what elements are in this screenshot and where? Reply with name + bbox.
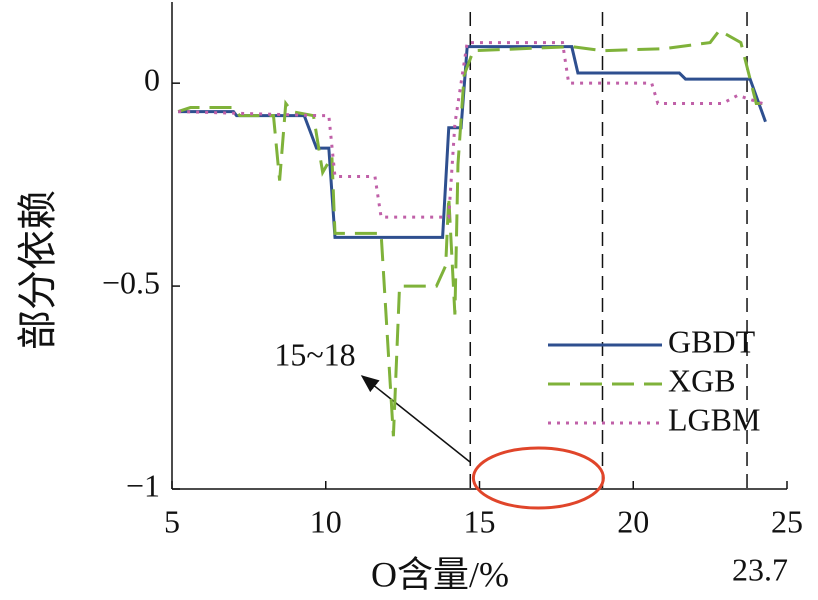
legend-label: LGBM bbox=[668, 401, 760, 437]
y-axis-label: 部分依赖 bbox=[15, 190, 60, 350]
x-tick-label: 20 bbox=[617, 503, 649, 539]
line-xgb bbox=[177, 28, 766, 437]
highlight-ellipse bbox=[471, 446, 605, 510]
x-tick-label: 5 bbox=[164, 503, 180, 539]
annotation: 23.7 bbox=[732, 551, 788, 587]
x-tick-label: 10 bbox=[310, 503, 342, 539]
x-tick-label: 15 bbox=[464, 503, 496, 539]
x-tick-label: 25 bbox=[771, 503, 803, 539]
annotation: 15~18 bbox=[274, 336, 355, 372]
y-tick-label: 0 bbox=[144, 62, 160, 98]
arrow bbox=[360, 375, 471, 463]
legend-label: GBDT bbox=[668, 323, 756, 359]
y-tick-label: −0.5 bbox=[102, 264, 160, 300]
y-tick-label: −1 bbox=[126, 467, 160, 503]
line-lgbm bbox=[178, 41, 763, 219]
legend-label: XGB bbox=[668, 362, 736, 398]
line-gbdt bbox=[178, 45, 767, 239]
x-axis-label: O含量/% bbox=[371, 554, 509, 594]
